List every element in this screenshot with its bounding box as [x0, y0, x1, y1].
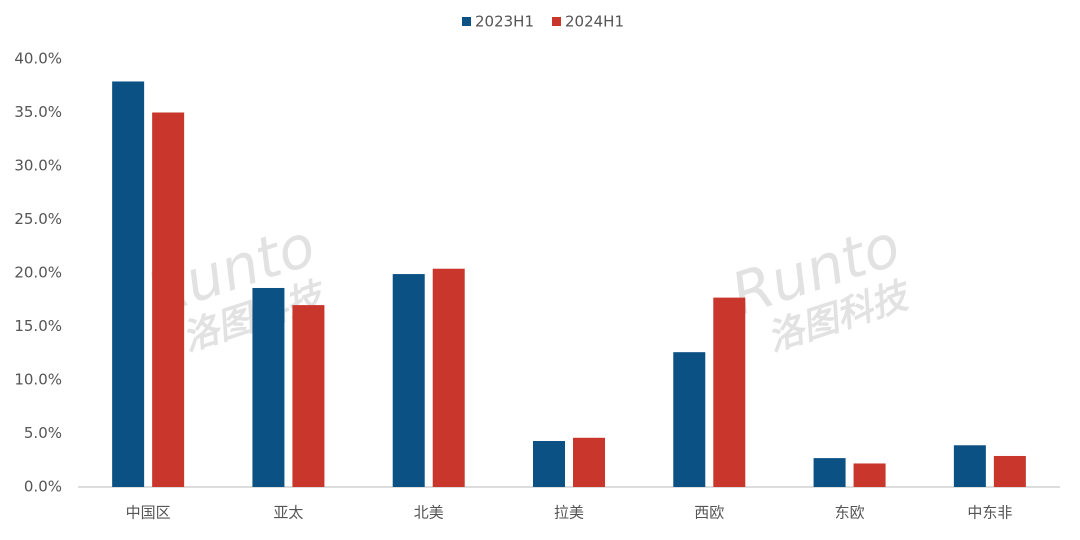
- y-tick-label: 5.0%: [24, 424, 62, 442]
- bar: [533, 440, 565, 487]
- bar: [392, 274, 425, 487]
- y-tick-label: 10.0%: [14, 371, 62, 389]
- bar: [953, 445, 986, 487]
- y-tick-label: 0.0%: [24, 478, 62, 496]
- bar: [573, 437, 605, 487]
- bar: [112, 81, 145, 487]
- bar: [853, 463, 886, 487]
- bar: [152, 112, 185, 487]
- bar: [292, 305, 325, 487]
- legend-swatch: [552, 17, 561, 26]
- y-tick-label: 15.0%: [14, 317, 62, 335]
- bar: [813, 458, 846, 487]
- bar: [252, 287, 285, 487]
- legend-swatch: [462, 17, 471, 26]
- legend-label: 2023H1: [475, 13, 534, 31]
- bar: [993, 455, 1026, 487]
- x-tick-label: 东欧: [835, 504, 865, 522]
- x-tick-label: 北美: [414, 504, 444, 522]
- y-tick-label: 25.0%: [14, 210, 62, 228]
- y-tick-label: 40.0%: [14, 50, 62, 68]
- x-tick-label: 亚太: [273, 504, 303, 522]
- y-tick-label: 20.0%: [14, 264, 62, 282]
- x-tick-label: 拉美: [554, 504, 584, 522]
- x-tick-label: 中东非: [967, 504, 1012, 522]
- x-tick-label: 西欧: [694, 504, 724, 522]
- bar: [432, 268, 465, 487]
- bar: [673, 352, 706, 487]
- legend-label: 2024H1: [565, 13, 624, 31]
- bar: [713, 297, 746, 487]
- y-tick-label: 35.0%: [14, 103, 62, 121]
- y-tick-label: 30.0%: [14, 157, 62, 175]
- watermark: Runto 洛图科技: [723, 211, 917, 360]
- x-tick-label: 中国区: [126, 504, 171, 522]
